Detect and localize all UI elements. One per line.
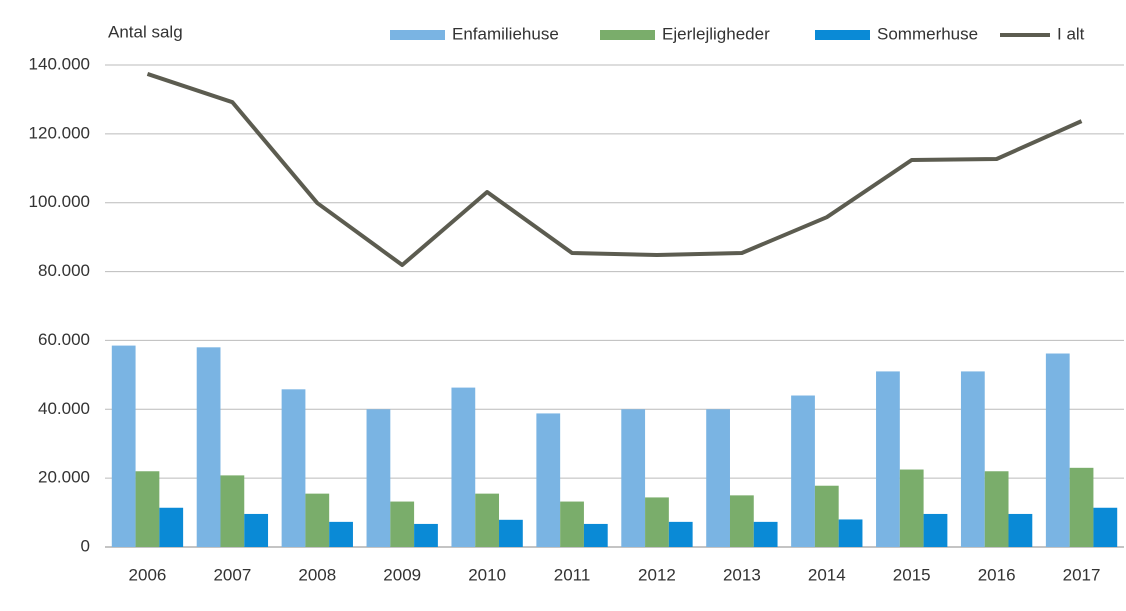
bar [135,471,160,547]
y-tick-label: 20.000 [38,468,90,487]
bar [220,475,245,547]
y-tick-label: 100.000 [29,192,90,211]
bar [281,389,306,547]
bar [960,371,985,547]
legend-label: Ejerlejligheder [662,24,770,43]
legend-marker [815,30,870,40]
bar [366,409,391,547]
bar [1045,353,1070,547]
bar [753,521,778,547]
bar [668,521,693,547]
y-tick-label: 60.000 [38,330,90,349]
bar [583,523,608,547]
bar [791,395,815,547]
bar [196,347,221,547]
bar [706,409,730,547]
bar [729,495,754,547]
legend-label: I alt [1057,24,1085,43]
bar [414,523,438,547]
bar [923,513,948,547]
legend-label: Enfamiliehuse [452,24,559,43]
bar [899,469,924,547]
bar [1008,513,1033,547]
x-tick-label: 2010 [468,565,506,584]
bar [475,493,500,547]
x-tick-label: 2009 [383,565,421,584]
y-tick-label: 140.000 [29,54,90,73]
bar [621,409,646,547]
bar [876,371,900,547]
legend-marker [600,30,655,40]
line [146,72,1083,268]
bar [329,521,353,547]
bar [111,345,136,547]
y-tick-label: 80.000 [38,261,90,280]
bar [814,485,839,547]
bar [499,519,523,547]
x-tick-label: 2015 [893,565,931,584]
x-tick-label: 2014 [808,565,846,584]
bar [244,513,269,547]
legend-marker [390,30,445,40]
bar [390,501,415,547]
x-tick-label: 2007 [213,565,251,584]
bar [536,413,561,547]
bar [984,471,1009,547]
bar [159,507,184,547]
bar [451,387,476,547]
y-tick-label: 40.000 [38,399,90,418]
x-tick-label: 2013 [723,565,761,584]
bar [838,519,863,547]
x-tick-label: 2016 [978,565,1016,584]
x-tick-label: 2008 [298,565,336,584]
x-tick-label: 2017 [1063,565,1101,584]
bar [1093,507,1118,547]
x-tick-label: 2012 [638,565,676,584]
bar [560,501,584,547]
y-tick-label: 120.000 [29,123,90,142]
bar [645,497,669,547]
x-tick-label: 2006 [129,565,167,584]
bar [305,493,330,547]
x-tick-label: 2011 [554,565,591,584]
y-axis-label: Antal salg [108,22,183,41]
bar [1069,467,1094,547]
legend-label: Sommerhuse [877,24,978,43]
y-tick-label: 0 [81,536,90,555]
